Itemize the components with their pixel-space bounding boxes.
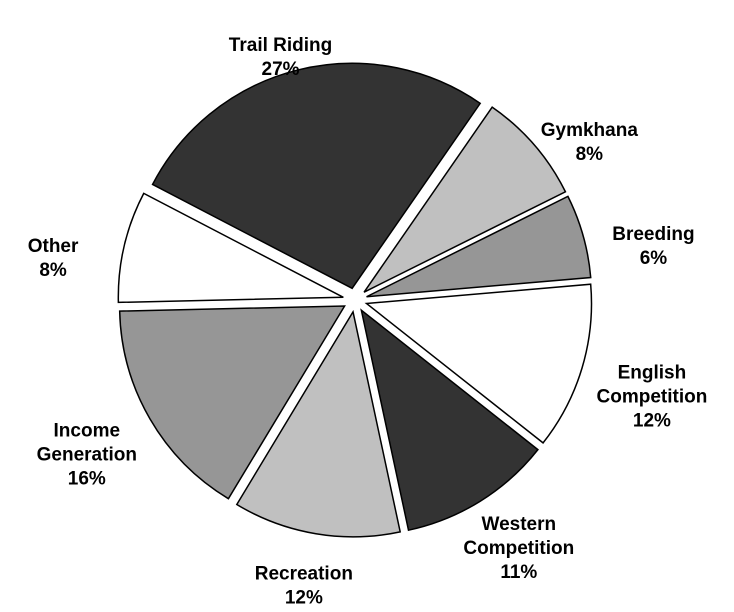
slice-label: Western Competition [463, 514, 574, 559]
pie-slice [363, 106, 567, 293]
slice-label-line: Trail Riding [229, 35, 332, 56]
pie-slice [235, 309, 402, 538]
slice-label: Breeding [612, 224, 694, 245]
slice-label-line: Western [482, 514, 557, 535]
slice-label-line: Competition [463, 538, 574, 559]
slice-label-line: Breeding [612, 224, 694, 245]
pie-slice [151, 62, 482, 290]
slice-label-line: Competition [597, 387, 708, 408]
slice-label-line: English [618, 363, 687, 384]
slice-label: Recreation [255, 563, 353, 584]
slice-label-line: Recreation [255, 563, 353, 584]
slice-value-label: 8% [39, 260, 67, 281]
slice-label-line: Income [54, 420, 121, 441]
slice-value-label: 16% [68, 468, 106, 489]
slice-value-label: 11% [500, 562, 537, 583]
slice-label: Trail Riding [229, 35, 332, 56]
slice-label-line: Other [28, 236, 79, 257]
pie-slice [360, 308, 539, 532]
slice-value-label: 27% [262, 59, 300, 80]
pie-slice [117, 192, 344, 304]
slice-label: Gymkhana [541, 120, 639, 141]
slice-label-line: Generation [37, 444, 137, 465]
slice-value-label: 12% [285, 587, 323, 608]
pie-slice [364, 283, 593, 444]
pie-slice [118, 305, 346, 500]
slice-value-label: 12% [633, 411, 671, 432]
slice-label: Other [28, 236, 79, 257]
slice-value-label: 8% [576, 144, 604, 165]
slice-label: English Competition [597, 363, 708, 408]
slice-label: Income Generation [37, 420, 137, 465]
pie-slice [366, 195, 592, 298]
slice-label-line: Gymkhana [541, 120, 639, 141]
slice-value-label: 6% [640, 248, 668, 269]
